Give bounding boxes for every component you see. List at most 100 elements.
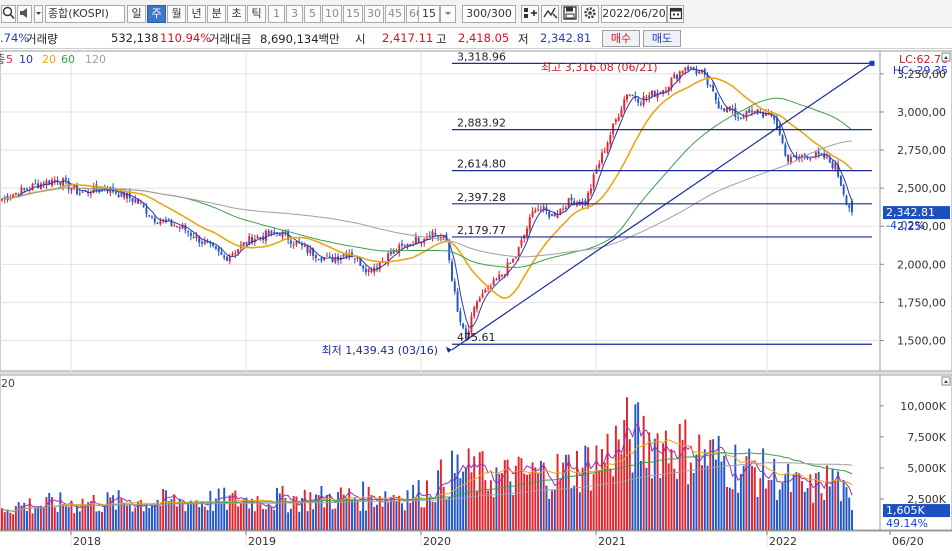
- candle-body: [137, 198, 140, 204]
- candle-body: [114, 191, 117, 194]
- interval-button-15[interactable]: 15: [343, 5, 363, 23]
- search-icon[interactable]: [1, 5, 16, 23]
- hc-label: HC:-29.35: [893, 64, 948, 77]
- candle-body: [251, 237, 253, 243]
- candle-body: [92, 185, 95, 193]
- candle-body: [564, 207, 567, 210]
- volume-bar: [506, 459, 509, 530]
- sound-dropdown-icon[interactable]: [34, 5, 43, 23]
- candle-body: [451, 261, 453, 281]
- volume-bar: [662, 443, 665, 530]
- volume-bar: [242, 499, 245, 530]
- volume-bar: [73, 513, 76, 530]
- candle-body: [303, 245, 306, 247]
- candle-body: [78, 193, 81, 195]
- period-button-5[interactable]: 초: [227, 5, 246, 23]
- candle-body: [639, 103, 642, 105]
- candle-body: [553, 212, 556, 217]
- volume-bar: [195, 500, 198, 530]
- interval-button-10[interactable]: 10: [322, 5, 342, 23]
- date-field[interactable]: 2022/06/20: [601, 5, 667, 23]
- candle-body: [312, 248, 315, 256]
- period-button-0[interactable]: 일: [127, 5, 146, 23]
- volume-bar: [128, 504, 131, 530]
- candle-body: [573, 201, 576, 206]
- calendar-icon[interactable]: [667, 5, 684, 23]
- interval-button-3[interactable]: 3: [286, 5, 303, 23]
- volume-bar: [9, 512, 12, 530]
- volume-bar: [534, 467, 537, 530]
- interval-button-45[interactable]: 45: [385, 5, 405, 23]
- interval-button-5[interactable]: 5: [304, 5, 321, 23]
- volume-bar: [695, 454, 698, 530]
- name-field[interactable]: 종합(KOSPI): [45, 5, 125, 23]
- volume-bar: [45, 497, 48, 530]
- vol-ma20-line: [1, 439, 853, 512]
- candle-body: [376, 267, 378, 269]
- candle-body: [398, 245, 401, 253]
- sell-button[interactable]: 매도: [643, 30, 681, 47]
- period-button-4[interactable]: 분: [207, 5, 226, 23]
- candle-body: [698, 71, 701, 74]
- candle-body: [534, 210, 537, 213]
- period-button-6[interactable]: 틱: [247, 5, 266, 23]
- interval-select[interactable]: 15: [418, 5, 440, 23]
- period-button-2[interactable]: 월: [167, 5, 186, 23]
- period-button-1[interactable]: 주: [147, 5, 166, 23]
- candle-body: [678, 71, 681, 80]
- x-tick-label: 06/20: [892, 535, 924, 548]
- interval-button-1[interactable]: 1: [268, 5, 285, 23]
- volume-bar: [101, 511, 103, 530]
- volume-bar: [431, 501, 434, 530]
- volume-bar: [26, 510, 28, 530]
- candle-body: [42, 183, 45, 186]
- volume-bar: [453, 473, 456, 530]
- volume-bar: [95, 511, 98, 530]
- stock-chart[interactable]: 3,250,00 3,000,00 2,750,00 2,500,00 2,250,00…: [0, 49, 952, 551]
- candle-body: [226, 256, 228, 261]
- volume-bar: [489, 480, 492, 530]
- volume-bar: [92, 494, 95, 530]
- candle-body: [773, 115, 776, 120]
- save-icon[interactable]: [561, 5, 579, 23]
- period-button-3[interactable]: 년: [187, 5, 206, 23]
- volume-bar: [331, 509, 334, 530]
- candle-body: [309, 248, 312, 254]
- candle-body: [506, 262, 509, 276]
- volume-bar: [576, 450, 578, 530]
- candle-body: [653, 91, 656, 97]
- volume-bar: [103, 504, 106, 530]
- buy-button[interactable]: 매수: [602, 30, 640, 47]
- pane-scroll-arrow-1: [944, 380, 948, 383]
- volume-bar: [323, 507, 326, 530]
- count-field[interactable]: 300/300: [462, 5, 516, 23]
- volume-bar: [253, 511, 256, 530]
- compare-icon[interactable]: [541, 5, 559, 23]
- interval-button-30[interactable]: 30: [364, 5, 384, 23]
- candle-body: [270, 230, 273, 235]
- volume-bar: [631, 472, 634, 530]
- candle-body: [459, 311, 462, 323]
- volume-bar: [737, 492, 740, 530]
- level-label: 2,883.92: [457, 117, 506, 130]
- candle-body: [17, 194, 20, 196]
- candle-body: [620, 109, 623, 118]
- speaker-icon[interactable]: [17, 5, 32, 23]
- volume-bar: [709, 439, 712, 530]
- interval-dropdown-icon[interactable]: [440, 5, 456, 23]
- low-arrow: [446, 346, 452, 353]
- volume-bar: [839, 501, 842, 530]
- volume-bar: [739, 474, 742, 530]
- crosshair-icon[interactable]: [521, 5, 539, 23]
- candle-body: [601, 152, 603, 163]
- high-label: 고: [436, 32, 447, 46]
- settings-icon[interactable]: [581, 5, 599, 23]
- candle-body: [623, 99, 626, 110]
- candle-body: [242, 242, 245, 246]
- x-tick-label: 2022: [769, 535, 797, 548]
- volume-bar: [301, 497, 303, 530]
- volume-bar: [581, 467, 584, 530]
- volume-bar: [834, 481, 837, 530]
- candle-body: [739, 117, 742, 119]
- volume-bar: [848, 497, 851, 530]
